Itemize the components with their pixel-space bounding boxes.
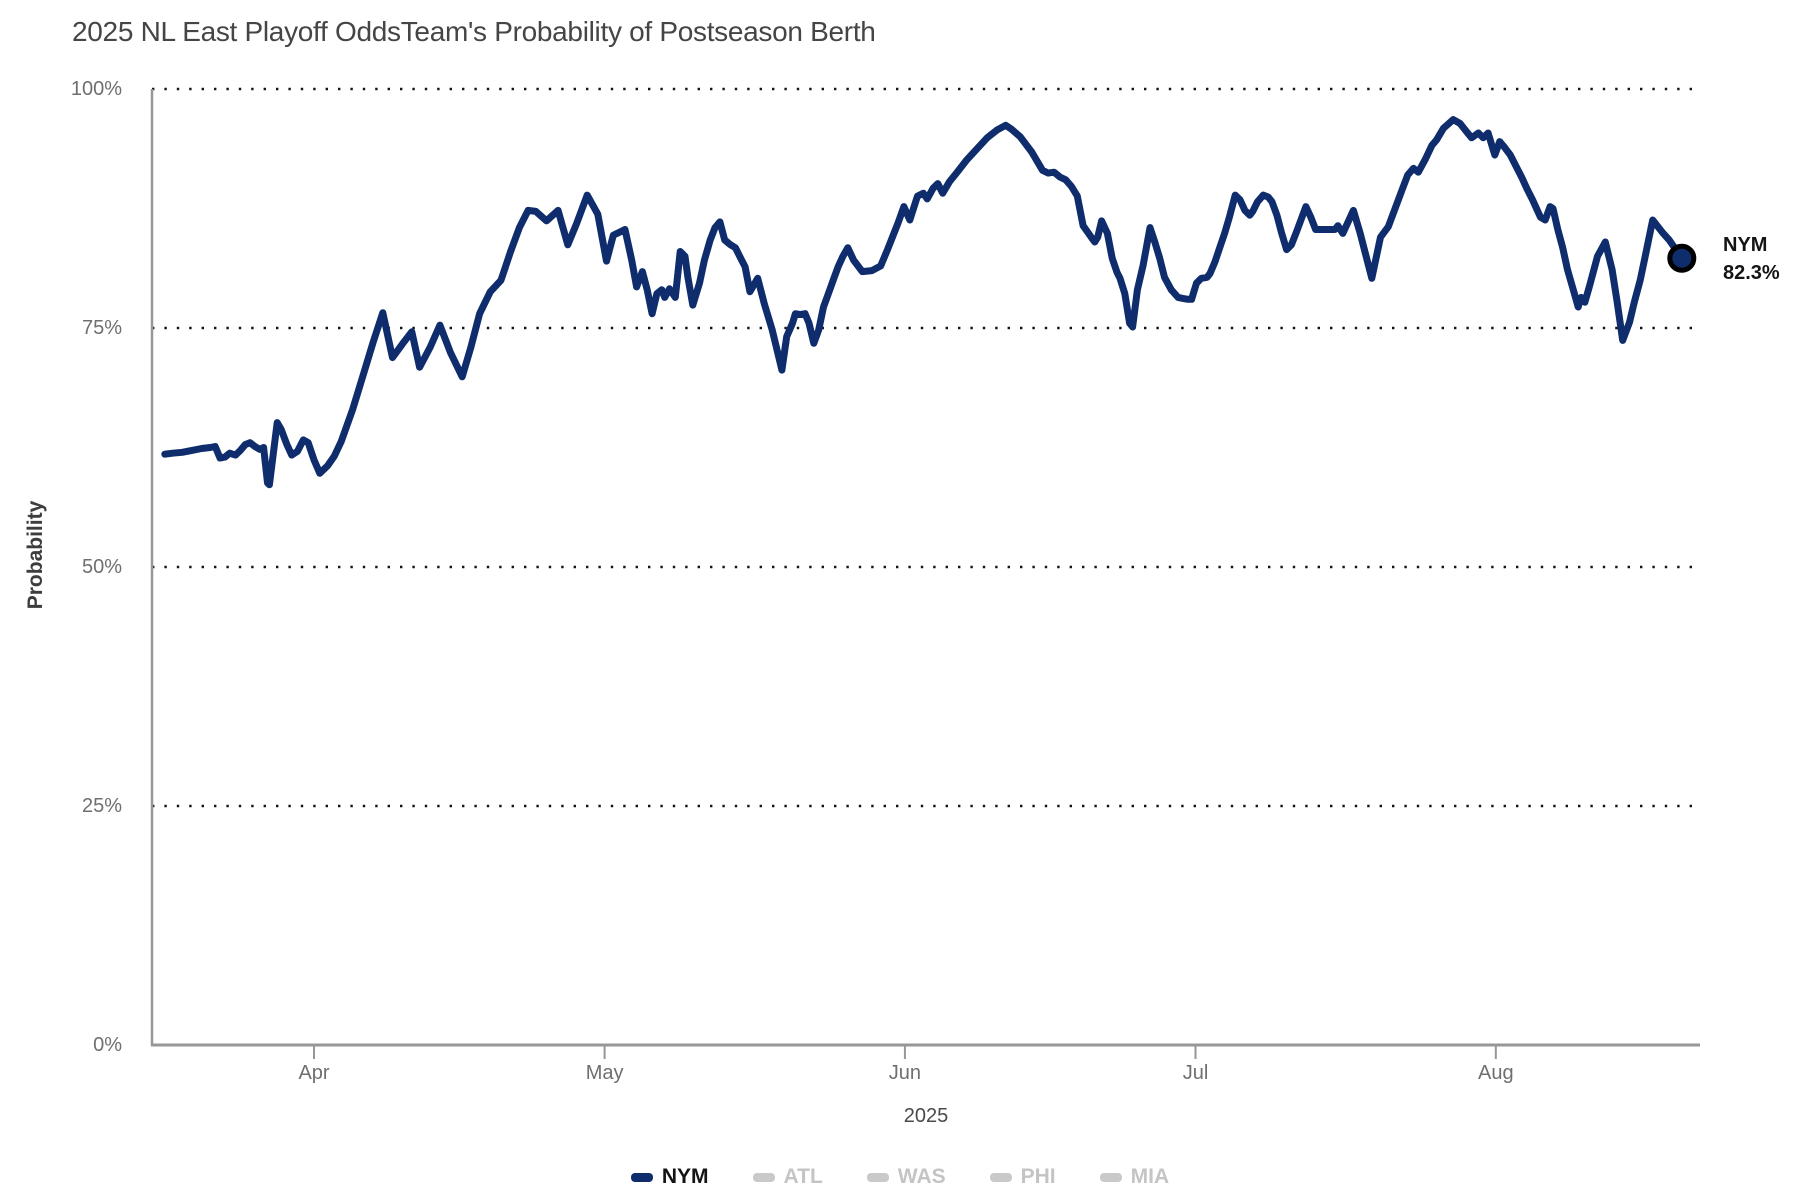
series-end-dot-nym[interactable] (1667, 243, 1697, 273)
y-tick-label-0: 0% (93, 1034, 122, 1056)
y-tick-label-50: 50% (81, 556, 122, 578)
legend-item-was[interactable]: WAS (866, 1165, 946, 1189)
legend-swatch-mia (1099, 1172, 1122, 1182)
x-tick-label-jun: Jun (888, 1062, 922, 1084)
series-end-value: 82.3% (1723, 262, 1780, 284)
series-end-team: NYM (1723, 234, 1768, 256)
legend-item-mia[interactable]: MIA (1099, 1165, 1170, 1189)
legend-item-phi[interactable]: PHI (989, 1165, 1056, 1189)
legend-item-nym[interactable]: NYM (630, 1165, 709, 1189)
legend-swatch-atl (752, 1172, 775, 1182)
y-tick-label-25: 25% (81, 795, 122, 817)
legend: NYM ATL WAS PHI MIA (0, 1165, 1800, 1189)
x-tick-label-apr: Apr (298, 1062, 330, 1084)
legend-label-mia: MIA (1130, 1165, 1170, 1188)
x-tick-label-jul: Jul (1182, 1062, 1209, 1084)
legend-label-was: WAS (897, 1165, 946, 1188)
chart-subtitle: Team's Probability of Postseason Berth (400, 16, 876, 47)
legend-swatch-nym (630, 1172, 653, 1182)
series-end-annotation: NYM 82.3% (1723, 231, 1780, 287)
legend-label-atl: ATL (783, 1165, 823, 1188)
y-tick-label-100: 100% (70, 78, 122, 100)
chart-title: 2025 NL East Playoff OddsTeam's Probabil… (72, 16, 876, 48)
legend-label-phi: PHI (1020, 1165, 1056, 1188)
series-line-nym[interactable] (161, 116, 1686, 489)
y-tick-label-75: 75% (81, 317, 122, 339)
x-axis-title: 2025 (903, 1105, 949, 1127)
legend-swatch-was (866, 1172, 889, 1182)
x-tick-label-aug: Aug (1478, 1062, 1514, 1084)
legend-label-nym: NYM (661, 1165, 709, 1188)
legend-item-atl[interactable]: ATL (752, 1165, 823, 1189)
chart-title-main: 2025 NL East Playoff Odds (72, 16, 401, 47)
legend-swatch-phi (989, 1172, 1012, 1182)
x-tick-label-may: May (585, 1062, 624, 1084)
